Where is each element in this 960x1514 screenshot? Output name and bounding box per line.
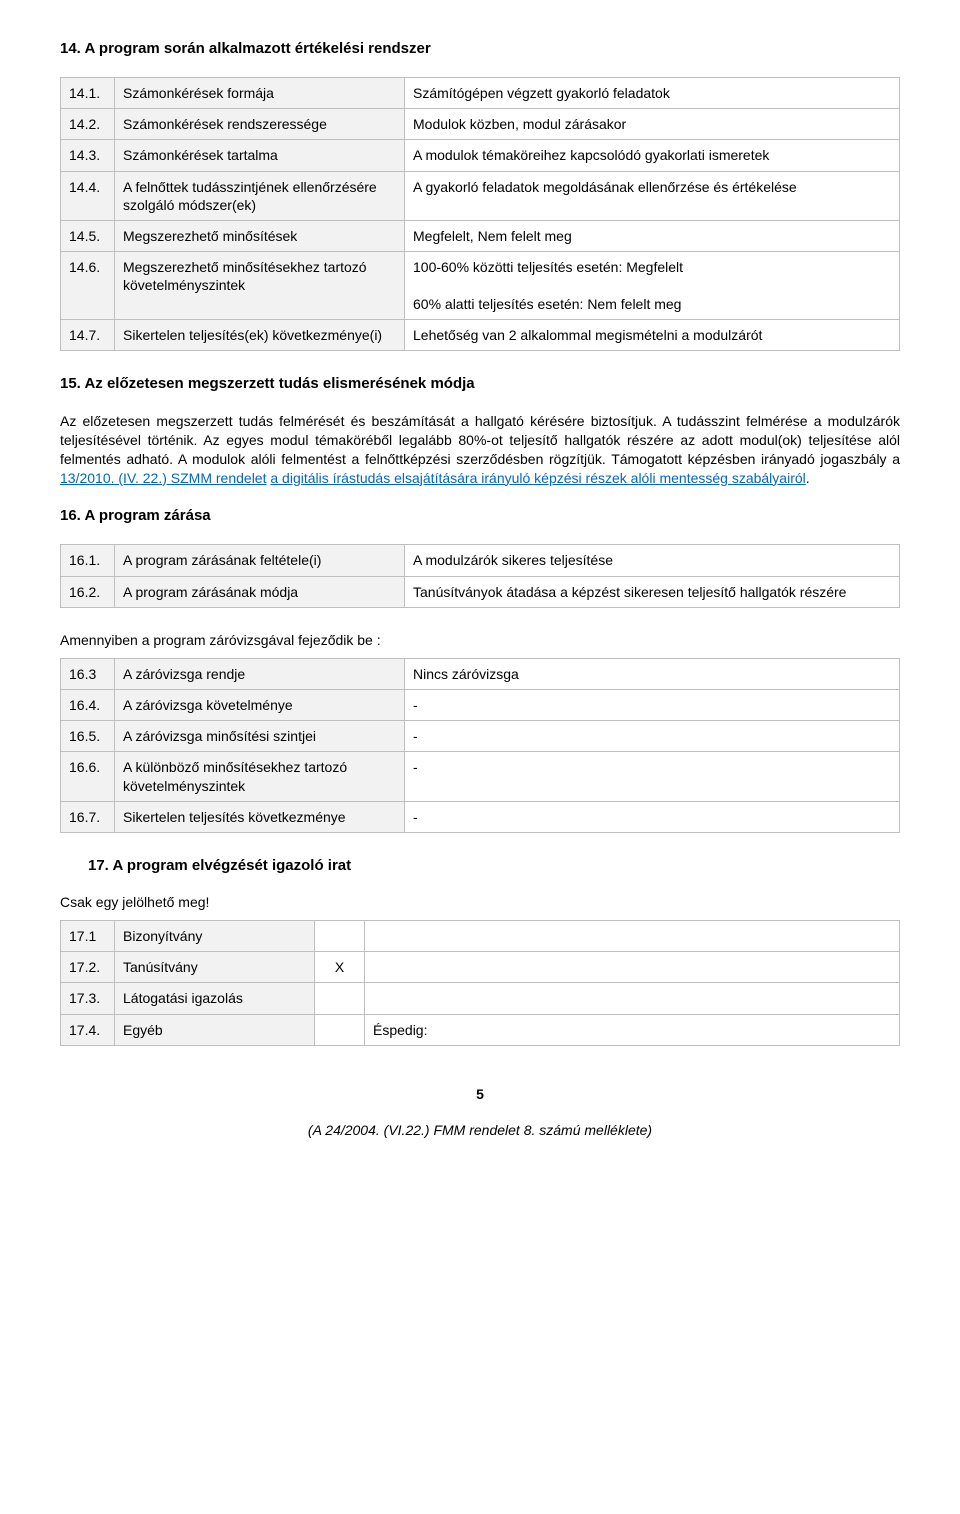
row-mark xyxy=(315,920,365,951)
table-row: 16.5.A záróvizsga minősítési szintjei- xyxy=(61,721,900,752)
table-row: 14.1.Számonkérések formájaSzámítógépen v… xyxy=(61,78,900,109)
section-14-title: 14. A program során alkalmazott értékelé… xyxy=(60,40,900,57)
table-14: 14.1.Számonkérések formájaSzámítógépen v… xyxy=(60,77,900,351)
row-value: A modulzárók sikeres teljesítése xyxy=(405,545,900,576)
row-mark xyxy=(315,983,365,1014)
row-value: A modulok témaköreihez kapcsolódó gyakor… xyxy=(405,140,900,171)
link-rendelet-1[interactable]: 13/2010. (IV. 22.) SZMM rendelet xyxy=(60,470,266,486)
row-value: - xyxy=(405,721,900,752)
row-value: 100-60% közötti teljesítés esetén: Megfe… xyxy=(405,252,900,320)
row-label: Sikertelen teljesítés(ek) következménye(… xyxy=(115,319,405,350)
row-value: Tanúsítványok átadása a képzést sikerese… xyxy=(405,576,900,607)
row-extra xyxy=(365,952,900,983)
row-number: 17.1 xyxy=(61,920,115,951)
row-label: Tanúsítvány xyxy=(115,952,315,983)
table-row: 16.7.Sikertelen teljesítés következménye… xyxy=(61,801,900,832)
row-number: 16.5. xyxy=(61,721,115,752)
row-value: - xyxy=(405,801,900,832)
table-row: 16.1.A program zárásának feltétele(i)A m… xyxy=(61,545,900,576)
row-number: 14.5. xyxy=(61,220,115,251)
row-number: 17.4. xyxy=(61,1014,115,1045)
row-value: Modulok közben, modul zárásakor xyxy=(405,109,900,140)
row-value: Nincs záróvizsga xyxy=(405,658,900,689)
row-value: A gyakorló feladatok megoldásának ellenő… xyxy=(405,171,900,220)
section-16-title: 16. A program zárása xyxy=(60,507,900,524)
row-number: 14.6. xyxy=(61,252,115,320)
page-number: 5 xyxy=(60,1086,900,1102)
row-label: Számonkérések rendszeressége xyxy=(115,109,405,140)
row-number: 14.3. xyxy=(61,140,115,171)
row-label: Számonkérések tartalma xyxy=(115,140,405,171)
row-number: 17.3. xyxy=(61,983,115,1014)
row-value: - xyxy=(405,690,900,721)
row-number: 16.3 xyxy=(61,658,115,689)
row-label: A különböző minősítésekhez tartozó követ… xyxy=(115,752,405,801)
para-text-pre: Az előzetesen megszerzett tudás felmérés… xyxy=(60,413,900,467)
table-row: 16.6.A különböző minősítésekhez tartozó … xyxy=(61,752,900,801)
section-15-paragraph: Az előzetesen megszerzett tudás felmérés… xyxy=(60,412,900,488)
row-extra: Éspedig: xyxy=(365,1014,900,1045)
row-label: Látogatási igazolás xyxy=(115,983,315,1014)
table-row: 14.7.Sikertelen teljesítés(ek) következm… xyxy=(61,319,900,350)
row-number: 14.7. xyxy=(61,319,115,350)
table-16a: 16.1.A program zárásának feltétele(i)A m… xyxy=(60,544,900,607)
link-rendelet-2[interactable]: a digitális írástudás elsajátítására irá… xyxy=(270,470,805,486)
table-row: 16.4.A záróvizsga követelménye- xyxy=(61,690,900,721)
row-label: A záróvizsga minősítési szintjei xyxy=(115,721,405,752)
row-mark xyxy=(315,1014,365,1045)
row-label: A program zárásának módja xyxy=(115,576,405,607)
row-number: 16.6. xyxy=(61,752,115,801)
row-extra xyxy=(365,920,900,951)
row-label: Számonkérések formája xyxy=(115,78,405,109)
row-value: Számítógépen végzett gyakorló feladatok xyxy=(405,78,900,109)
table-row: 14.3.Számonkérések tartalmaA modulok tém… xyxy=(61,140,900,171)
row-extra xyxy=(365,983,900,1014)
row-label: Bizonyítvány xyxy=(115,920,315,951)
row-number: 14.2. xyxy=(61,109,115,140)
table-16b: 16.3A záróvizsga rendjeNincs záróvizsga1… xyxy=(60,658,900,833)
row-number: 14.4. xyxy=(61,171,115,220)
table-row: 14.5.Megszerezhető minősítésekMegfelelt,… xyxy=(61,220,900,251)
row-label: A felnőttek tudásszintjének ellenőrzésér… xyxy=(115,171,405,220)
section-17-title: 17. A program elvégzését igazoló irat xyxy=(88,857,900,874)
row-number: 16.2. xyxy=(61,576,115,607)
table-row: 17.2.TanúsítványX xyxy=(61,952,900,983)
row-value: - xyxy=(405,752,900,801)
table-row: 17.1Bizonyítvány xyxy=(61,920,900,951)
para-text-post: . xyxy=(806,470,810,486)
row-label: Megszerezhető minősítések xyxy=(115,220,405,251)
table-17: 17.1Bizonyítvány17.2.TanúsítványX17.3.Lá… xyxy=(60,920,900,1046)
footer-text: (A 24/2004. (VI.22.) FMM rendelet 8. szá… xyxy=(60,1122,900,1138)
row-number: 14.1. xyxy=(61,78,115,109)
table-row: 16.3A záróvizsga rendjeNincs záróvizsga xyxy=(61,658,900,689)
row-number: 16.1. xyxy=(61,545,115,576)
table-row: 14.4.A felnőttek tudásszintjének ellenőr… xyxy=(61,171,900,220)
row-mark: X xyxy=(315,952,365,983)
section-15-title: 15. Az előzetesen megszerzett tudás elis… xyxy=(60,375,900,392)
row-label: A záróvizsga követelménye xyxy=(115,690,405,721)
section-17-note: Csak egy jelölhető meg! xyxy=(60,894,900,910)
row-label: Sikertelen teljesítés következménye xyxy=(115,801,405,832)
section-16-subhead: Amennyiben a program záróvizsgával fejez… xyxy=(60,632,900,648)
row-label: Megszerezhető minősítésekhez tartozó köv… xyxy=(115,252,405,320)
row-label: A záróvizsga rendje xyxy=(115,658,405,689)
row-label: A program zárásának feltétele(i) xyxy=(115,545,405,576)
table-row: 16.2.A program zárásának módjaTanúsítván… xyxy=(61,576,900,607)
row-number: 16.4. xyxy=(61,690,115,721)
table-row: 14.6.Megszerezhető minősítésekhez tartoz… xyxy=(61,252,900,320)
row-value: Lehetőség van 2 alkalommal megismételni … xyxy=(405,319,900,350)
row-label: Egyéb xyxy=(115,1014,315,1045)
row-value: Megfelelt, Nem felelt meg xyxy=(405,220,900,251)
row-number: 17.2. xyxy=(61,952,115,983)
table-row: 17.4.Egyéb Éspedig: xyxy=(61,1014,900,1045)
table-row: 14.2.Számonkérések rendszerességeModulok… xyxy=(61,109,900,140)
row-number: 16.7. xyxy=(61,801,115,832)
table-row: 17.3.Látogatási igazolás xyxy=(61,983,900,1014)
